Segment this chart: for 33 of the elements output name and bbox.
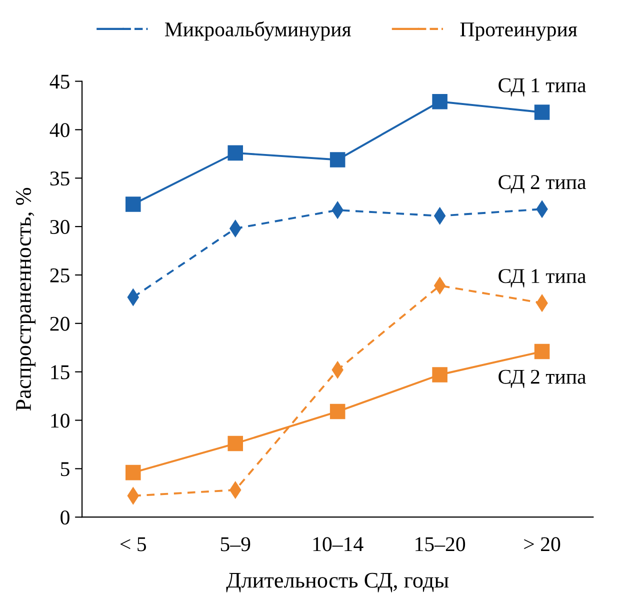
x-tick-label: 15–20	[416, 537, 466, 552]
point	[330, 404, 346, 420]
annotation: СД 2 типа	[498, 175, 586, 194]
x-axis-title: Длительность СД, годы	[226, 572, 449, 592]
y-tick-label: 10	[51, 414, 70, 428]
point	[228, 436, 243, 452]
point	[330, 152, 346, 168]
y-tick-label: 15	[51, 365, 70, 380]
y-tick-label: 0	[60, 510, 70, 525]
legend-label: Микроальбуминурия	[164, 21, 351, 41]
y-tick-label: 25	[50, 268, 70, 282]
point	[534, 344, 550, 360]
y-tick-label: 20	[50, 316, 70, 331]
annotation: СД 2 типа	[498, 370, 586, 388]
y-tick-label: 45	[50, 74, 70, 89]
point	[534, 104, 550, 120]
annotation: СД 1 типа	[498, 269, 586, 288]
y-tick-label: 30	[50, 220, 70, 234]
y-tick-label: 35	[50, 172, 70, 186]
x-tick-label: 10–14	[313, 537, 364, 552]
point	[432, 94, 448, 110]
annotation: СД 1 типа	[498, 78, 586, 97]
y-tick-label: 5	[61, 462, 70, 476]
point	[126, 196, 141, 212]
legend-label: Протеинурия	[460, 22, 578, 41]
x-tick-label: > 20	[524, 537, 560, 552]
point	[126, 464, 141, 480]
y-axis-title: Распространенность, %	[16, 188, 36, 411]
y-tick-label: 40	[50, 123, 70, 138]
point	[228, 145, 243, 161]
point	[432, 367, 448, 382]
x-tick-label: < 5	[120, 537, 146, 552]
x-tick-label: 5–9	[220, 537, 250, 552]
